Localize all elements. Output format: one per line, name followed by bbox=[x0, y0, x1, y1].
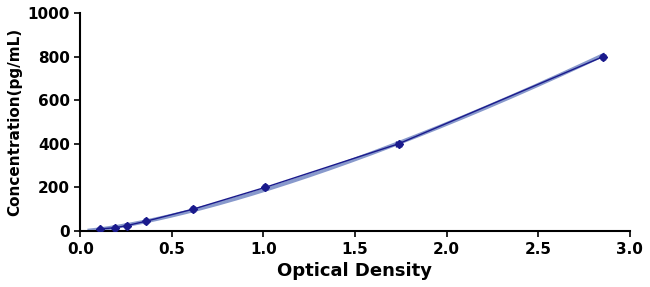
Y-axis label: Concentration(pg/mL): Concentration(pg/mL) bbox=[7, 28, 22, 216]
X-axis label: Optical Density: Optical Density bbox=[278, 262, 432, 280]
